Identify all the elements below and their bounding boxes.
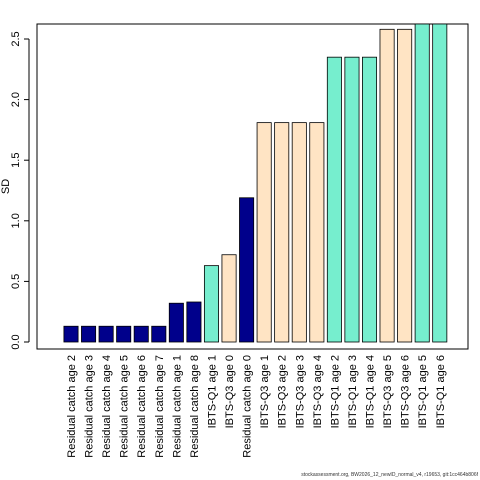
bar [116,325,132,343]
bar [274,122,290,343]
bar [81,325,97,343]
x-tick-label: IBTS-Q3 age 4 [312,355,324,428]
x-tick-label: IBTS-Q3 age 5 [382,355,394,428]
y-tick-label: 2.0 [10,92,22,107]
x-tick-label: Residual catch age 4 [101,355,113,458]
bar [239,197,255,343]
bar [291,122,307,343]
x-tick-label: IBTS-Q1 age 1 [206,355,218,428]
bar [256,122,272,343]
x-tick-label: Residual catch age 8 [189,355,201,458]
y-tick-label: 0.5 [10,274,22,289]
x-tick-label: IBTS-Q1 age 4 [365,355,377,428]
bar [186,301,202,343]
y-tick-label: 2.5 [10,31,22,46]
bar [309,122,325,343]
x-tick-label: IBTS-Q1 age 6 [435,355,447,428]
x-tick-label: IBTS-Q1 age 2 [329,355,341,428]
x-tick-label: IBTS-Q3 age 3 [294,355,306,428]
bar [344,56,360,343]
x-tick-label: Residual catch age 7 [154,355,166,458]
y-axis-label: SD [0,179,12,194]
y-axis: 0.0 0.5 1.0 1.5 2.0 2.5 [10,31,30,350]
x-tick-label: Residual catch age 1 [171,355,183,458]
footer-caption: stockassessment.org, BW2026_12_newID_nor… [301,472,478,478]
x-tick-label: Residual catch age 6 [136,355,148,458]
x-tick-label: Residual catch age 3 [84,355,96,458]
bar [326,56,342,343]
bar [168,302,184,343]
bar [414,23,430,343]
x-tick-label: IBTS-Q3 age 6 [400,355,412,428]
x-tick-label: Residual catch age 5 [119,355,131,458]
x-tick-label: IBTS-Q1 age 5 [417,355,429,428]
y-tick-label: 1.0 [10,213,22,228]
bar [397,28,413,343]
x-tick-label: IBTS-Q3 age 1 [259,355,271,428]
plot-frame [36,23,469,350]
x-tick-label: IBTS-Q3 age 2 [277,355,289,428]
x-tick-label: IBTS-Q1 age 3 [347,355,359,428]
x-tick-label: Residual catch age 2 [66,355,78,458]
x-tick-labels: Residual catch age 2 Residual catch age 3… [66,355,447,458]
y-tick-label: 1.5 [10,153,22,168]
bars-group [63,23,448,343]
x-tick-label: Residual catch age 0 [242,355,254,458]
y-tick-label: 0.0 [10,334,22,349]
bar [63,325,79,343]
bar [133,325,149,343]
bar [151,325,167,343]
x-tick-label: IBTS-Q3 age 0 [224,355,236,428]
bar [203,265,219,343]
bar [379,28,395,343]
bar [432,23,448,343]
bar [98,325,114,343]
bar [221,254,237,343]
bar [362,56,378,343]
